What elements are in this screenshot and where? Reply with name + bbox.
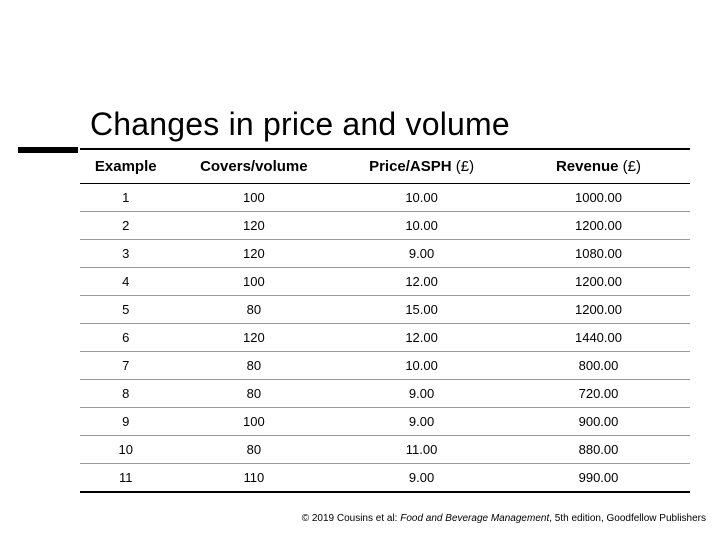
cell-covers: 100 (172, 184, 337, 212)
cell-revenue: 1200.00 (507, 268, 690, 296)
cell-revenue: 1080.00 (507, 240, 690, 268)
cell-covers: 120 (172, 212, 337, 240)
cell-revenue: 800.00 (507, 352, 690, 380)
cell-example: 2 (80, 212, 172, 240)
cell-price: 10.00 (336, 212, 507, 240)
copyright-footer: © 2019 Cousins et al: Food and Beverage … (302, 513, 706, 524)
cell-example: 10 (80, 436, 172, 464)
cell-covers: 80 (172, 380, 337, 408)
cell-covers: 120 (172, 324, 337, 352)
table-row: 4 100 12.00 1200.00 (80, 268, 690, 296)
col-header-example: Example (80, 149, 172, 184)
cell-price: 9.00 (336, 408, 507, 436)
col-header-unit: (£) (452, 158, 475, 175)
cell-revenue: 720.00 (507, 380, 690, 408)
cell-example: 7 (80, 352, 172, 380)
cell-revenue: 1440.00 (507, 324, 690, 352)
cell-price: 11.00 (336, 436, 507, 464)
cell-price: 9.00 (336, 464, 507, 493)
col-header-revenue: Revenue (£) (507, 149, 690, 184)
cell-price: 9.00 (336, 240, 507, 268)
table-row: 11 110 9.00 990.00 (80, 464, 690, 493)
cell-price: 9.00 (336, 380, 507, 408)
cell-covers: 110 (172, 464, 337, 493)
cell-revenue: 880.00 (507, 436, 690, 464)
cell-revenue: 990.00 (507, 464, 690, 493)
col-header-unit: (£) (619, 158, 642, 175)
col-header-label: Example (95, 158, 157, 175)
cell-covers: 80 (172, 436, 337, 464)
price-volume-table: Example Covers/volume Price/ASPH (£) Rev… (80, 148, 690, 493)
cell-example: 9 (80, 408, 172, 436)
cell-revenue: 1200.00 (507, 296, 690, 324)
cell-covers: 80 (172, 296, 337, 324)
cell-example: 4 (80, 268, 172, 296)
table-row: 10 80 11.00 880.00 (80, 436, 690, 464)
table-row: 5 80 15.00 1200.00 (80, 296, 690, 324)
cell-example: 1 (80, 184, 172, 212)
col-header-label: Price/ASPH (369, 158, 452, 175)
cell-price: 12.00 (336, 324, 507, 352)
cell-example: 11 (80, 464, 172, 493)
footer-prefix: © 2019 Cousins et al: (302, 513, 401, 524)
col-header-label: Covers/volume (200, 158, 308, 175)
col-header-covers: Covers/volume (172, 149, 337, 184)
cell-example: 3 (80, 240, 172, 268)
table-row: 6 120 12.00 1440.00 (80, 324, 690, 352)
data-table-container: Example Covers/volume Price/ASPH (£) Rev… (80, 148, 690, 493)
title-accent-bar (18, 147, 78, 153)
cell-revenue: 1200.00 (507, 212, 690, 240)
cell-revenue: 900.00 (507, 408, 690, 436)
table-row: 2 120 10.00 1200.00 (80, 212, 690, 240)
page-title: Changes in price and volume (90, 106, 510, 143)
cell-covers: 120 (172, 240, 337, 268)
cell-revenue: 1000.00 (507, 184, 690, 212)
table-row: 7 80 10.00 800.00 (80, 352, 690, 380)
table-row: 1 100 10.00 1000.00 (80, 184, 690, 212)
table-row: 8 80 9.00 720.00 (80, 380, 690, 408)
col-header-label: Revenue (556, 158, 619, 175)
cell-example: 6 (80, 324, 172, 352)
cell-covers: 80 (172, 352, 337, 380)
table-row: 3 120 9.00 1080.00 (80, 240, 690, 268)
table-body: 1 100 10.00 1000.00 2 120 10.00 1200.00 … (80, 184, 690, 493)
table-header-row: Example Covers/volume Price/ASPH (£) Rev… (80, 149, 690, 184)
cell-price: 15.00 (336, 296, 507, 324)
footer-suffix: , 5th edition, Goodfellow Publishers (549, 513, 706, 524)
cell-price: 12.00 (336, 268, 507, 296)
cell-covers: 100 (172, 408, 337, 436)
cell-example: 8 (80, 380, 172, 408)
cell-price: 10.00 (336, 352, 507, 380)
cell-example: 5 (80, 296, 172, 324)
col-header-price: Price/ASPH (£) (336, 149, 507, 184)
cell-price: 10.00 (336, 184, 507, 212)
footer-book-title: Food and Beverage Management (400, 513, 549, 524)
table-row: 9 100 9.00 900.00 (80, 408, 690, 436)
cell-covers: 100 (172, 268, 337, 296)
